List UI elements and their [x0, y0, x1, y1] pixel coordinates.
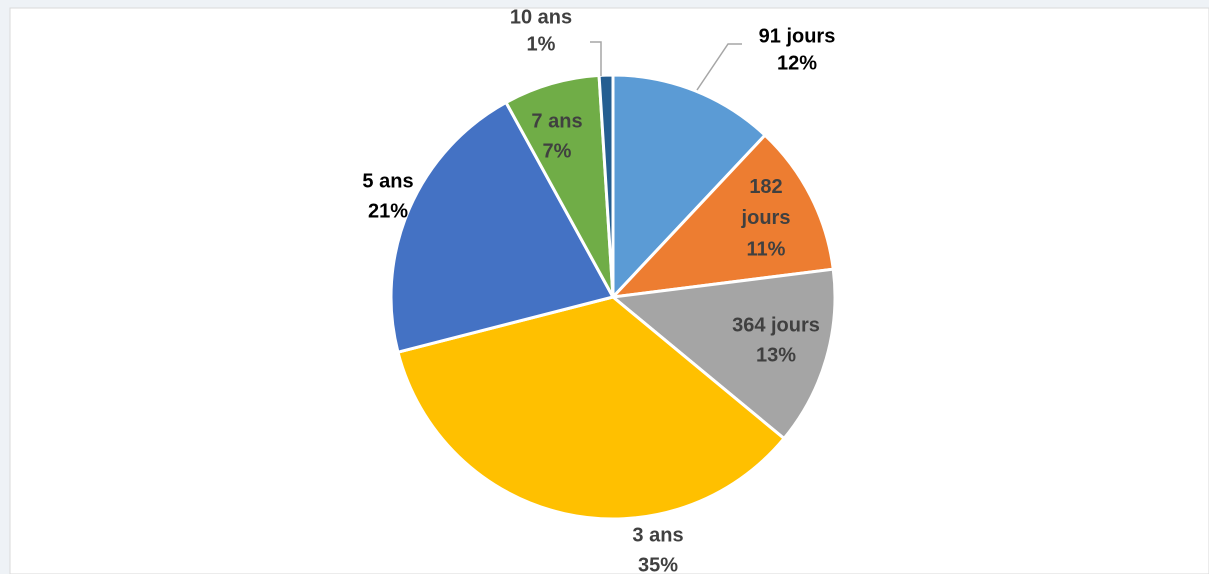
data-label-category: 5 ans — [362, 170, 413, 192]
data-label-category: 3 ans — [632, 524, 683, 546]
pie-slice — [611, 73, 768, 301]
pie-slice — [609, 267, 837, 441]
data-label-value: 7% — [543, 140, 572, 162]
pie-slice — [609, 133, 835, 300]
data-label-category: 182 jours — [741, 176, 791, 229]
pie-slice — [396, 295, 787, 521]
leader-line — [696, 43, 742, 91]
data-label-category: 10 ans — [510, 6, 572, 28]
slices — [389, 73, 837, 521]
data-label-value: 12% — [777, 52, 817, 74]
data-label-value: 13% — [756, 344, 796, 366]
data-label-category: 364 jours — [732, 314, 820, 336]
data-label-category: 91 jours — [759, 25, 836, 47]
leader-line — [590, 41, 602, 76]
labels: 91 jours 12% 182 jours 11% 364 jours 13% 3 ans 3… — [362, 6, 835, 574]
data-label-value: 1% — [527, 33, 556, 55]
data-label-value: 21% — [368, 200, 408, 222]
data-label-category: 7 ans — [531, 110, 582, 132]
data-label-value: 35% — [638, 554, 678, 574]
data-label-value: 11% — [747, 238, 786, 260]
pie-slice — [597, 73, 615, 298]
pie-slice — [389, 100, 616, 355]
